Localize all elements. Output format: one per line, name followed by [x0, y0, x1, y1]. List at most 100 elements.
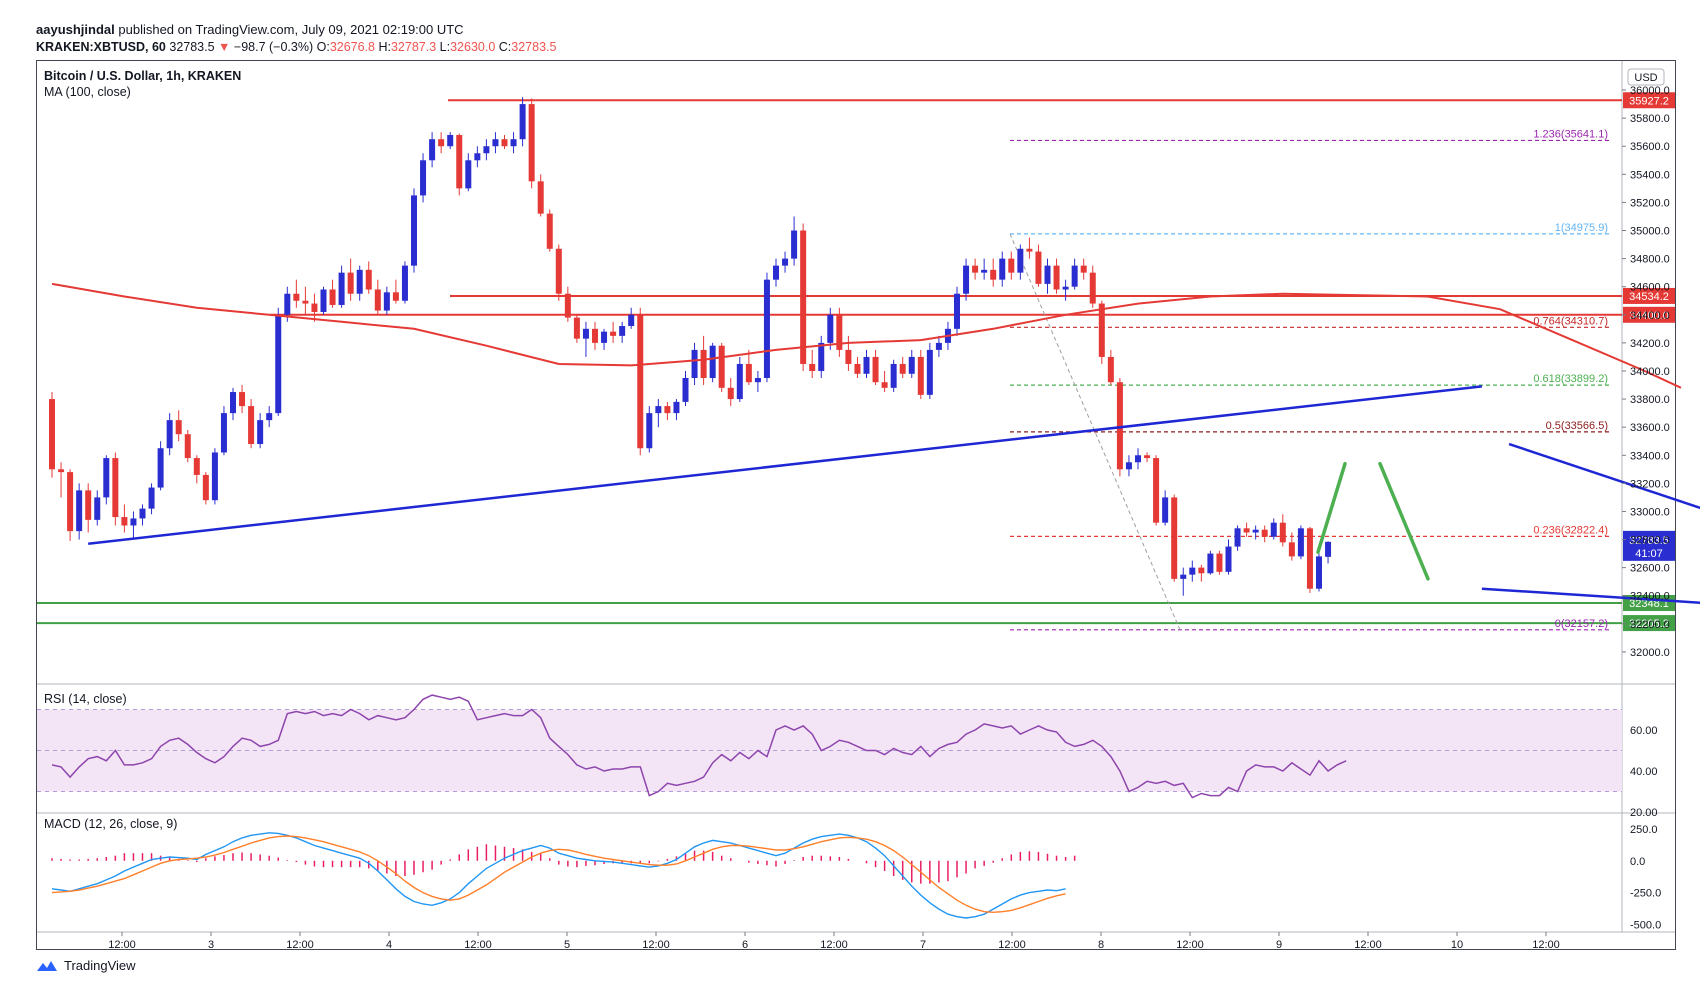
candle-body [1288, 542, 1295, 557]
candle-body [845, 349, 852, 364]
macd-pane-title: MACD (12, 26, close, 9) [44, 817, 177, 831]
candle-body [275, 314, 282, 414]
macd-tick-label: 0.0 [1630, 856, 1645, 868]
macd-tick-label: 250.0 [1630, 824, 1658, 836]
candle-body [637, 314, 644, 449]
candle-body [483, 146, 490, 154]
price-tick-label: 35400.0 [1630, 169, 1670, 181]
candle-body [872, 356, 879, 383]
currency-box[interactable] [1627, 68, 1665, 86]
price-tick-label: 34800.0 [1630, 254, 1670, 266]
candle-body [67, 472, 74, 532]
price-tick-label: 34400.0 [1630, 310, 1670, 322]
candle-body [818, 342, 825, 371]
low-value: 32630.0 [450, 40, 496, 54]
trend-line [1508, 442, 1700, 510]
rsi-tick-label: 60.00 [1630, 725, 1658, 737]
candle-body [374, 289, 381, 311]
time-tick-label: 3 [208, 939, 214, 951]
candle-body [465, 160, 472, 189]
footer: TradingView [36, 958, 136, 973]
candle-body [103, 458, 110, 498]
time-tick-label: 12:00 [286, 939, 314, 951]
candle-body [157, 448, 164, 488]
candle-body [202, 474, 209, 501]
candle-body [881, 382, 888, 388]
fib-connector-line [1009, 233, 1181, 631]
level-price-tag [1623, 306, 1675, 323]
rsi-line [51, 694, 1347, 799]
candle-body [1198, 567, 1205, 574]
candle-body [293, 293, 300, 301]
candle-body [447, 134, 454, 147]
level-price-label: 35927.2 [1629, 95, 1669, 107]
candle-body [700, 349, 707, 378]
candle-body [519, 104, 526, 140]
candle-body [175, 420, 182, 435]
candle-body [420, 160, 427, 196]
candle-body [546, 213, 553, 249]
candle-body [981, 269, 988, 273]
candle-body [809, 363, 816, 371]
time-tick-label: 8 [1098, 939, 1104, 951]
candle-body [1107, 356, 1114, 383]
candle-body [773, 265, 779, 280]
candle-body [1180, 574, 1187, 579]
candle-body [1035, 251, 1042, 284]
price-tick-label: 32400.0 [1630, 591, 1670, 603]
candle-body [76, 490, 83, 532]
candle-body [745, 363, 752, 383]
author-name[interactable]: aayushjindal [36, 22, 115, 37]
candle-body [1325, 541, 1332, 557]
candle-body [555, 248, 562, 294]
price-tick-label: 34600.0 [1630, 282, 1670, 294]
candle-body [239, 392, 246, 407]
candle-body [230, 392, 236, 414]
candle-body [863, 356, 870, 374]
candle-body [1144, 455, 1151, 459]
rsi-tick-label: 20.00 [1630, 807, 1658, 819]
candle-body [365, 269, 372, 290]
candle-body [972, 265, 979, 273]
candle-body [890, 363, 897, 388]
candle-body [121, 517, 128, 526]
candle-body [257, 420, 264, 445]
candle-body [664, 406, 671, 414]
fib-level-label: 0(32157.2) [1555, 618, 1608, 630]
time-tick-label: 12:00 [1176, 939, 1204, 951]
candle-body [1125, 462, 1132, 470]
candle-body [139, 508, 146, 519]
price-tick-label: 35600.0 [1630, 141, 1670, 153]
price-tick-label: 35200.0 [1630, 197, 1670, 209]
macd-tick-label: -250.0 [1630, 888, 1661, 900]
candle-body [935, 342, 942, 350]
candle-body [999, 258, 1006, 280]
chart-frame[interactable] [36, 60, 1676, 950]
publish-line: aayushjindal published on TradingView.co… [36, 22, 464, 37]
footer-brand[interactable]: TradingView [64, 958, 136, 973]
candle-body [1116, 382, 1123, 470]
fib-level-label: 0.5(33566.5) [1546, 420, 1608, 432]
candle-body [438, 139, 445, 147]
candle-body [1261, 529, 1268, 537]
candle-body [184, 434, 191, 459]
fib-level-label: 1(34975.9) [1555, 222, 1608, 234]
candle-body [347, 272, 354, 294]
candle-body [1153, 458, 1160, 523]
time-tick-label: 12:00 [1532, 939, 1560, 951]
candle-body [673, 401, 680, 414]
level-price-tag [1623, 287, 1675, 304]
candle-body [392, 292, 399, 301]
candle-body [1135, 455, 1141, 463]
price-tick-label: 32200.0 [1630, 619, 1670, 631]
ma-legend: MA (100, close) [44, 85, 131, 99]
open-label: O: [316, 40, 330, 54]
candle-body [1053, 265, 1060, 290]
candle-body [854, 363, 861, 374]
main-pane-title: Bitcoin / U.S. Dollar, 1h, KRAKEN [44, 69, 241, 83]
time-tick-label: 12:00 [820, 939, 848, 951]
high-label: H: [378, 40, 391, 54]
tradingview-logo-icon [37, 960, 57, 971]
candle-body [1017, 248, 1024, 273]
